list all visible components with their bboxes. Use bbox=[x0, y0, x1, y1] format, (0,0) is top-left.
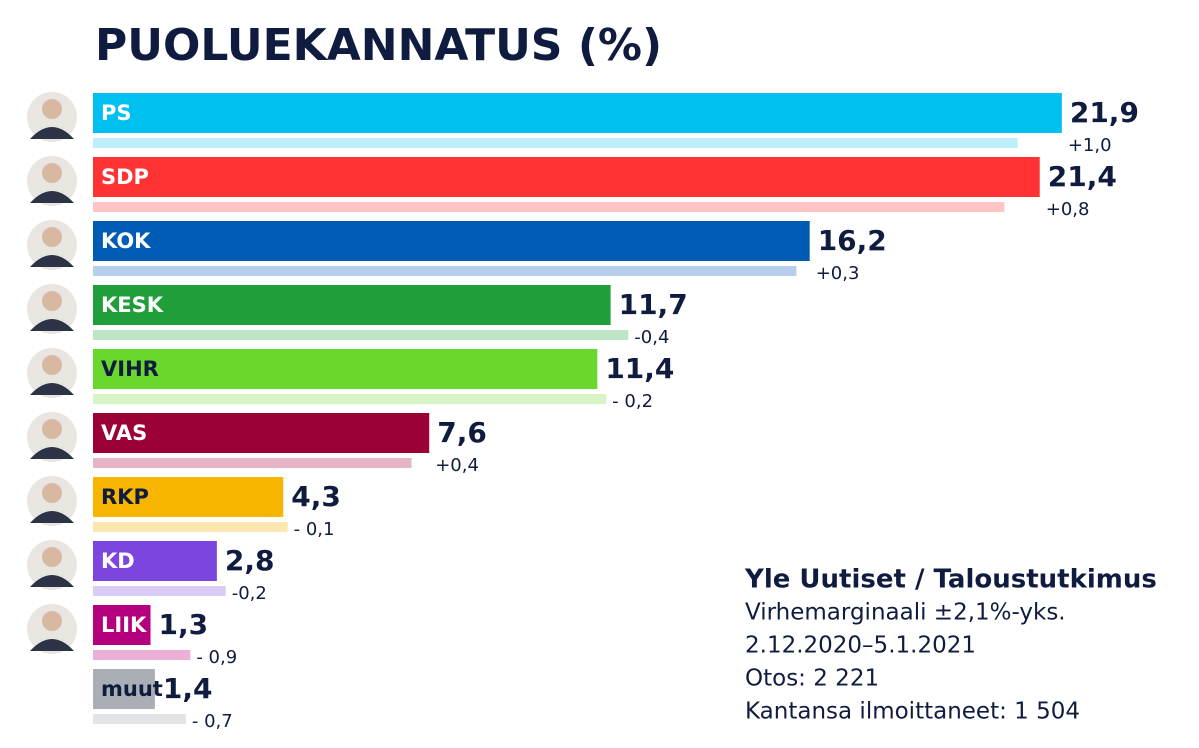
portrait-head bbox=[42, 483, 62, 503]
previous-bar bbox=[93, 458, 412, 468]
category-label: KD bbox=[101, 549, 135, 573]
previous-bar bbox=[93, 202, 1005, 212]
portrait-head bbox=[42, 547, 62, 567]
previous-bar bbox=[93, 394, 607, 404]
change-label: -0,4 bbox=[634, 327, 669, 348]
bar bbox=[93, 349, 598, 389]
portrait-body bbox=[30, 255, 74, 267]
value-label: 16,2 bbox=[818, 224, 887, 257]
category-label: LIIK bbox=[101, 613, 147, 637]
portrait-body bbox=[30, 639, 74, 651]
portrait-head bbox=[42, 355, 62, 375]
portrait-body bbox=[30, 575, 74, 587]
note: Otos: 2 221 bbox=[745, 666, 879, 692]
category-label: VAS bbox=[101, 421, 147, 445]
portrait-body bbox=[30, 447, 74, 459]
value-label: 21,4 bbox=[1048, 160, 1117, 193]
value-label: 1,4 bbox=[163, 672, 213, 705]
previous-bar bbox=[93, 522, 288, 532]
portrait-body bbox=[30, 127, 74, 139]
change-label: - 0,9 bbox=[196, 647, 237, 668]
note: Kantansa ilmoittaneet: 1 504 bbox=[745, 699, 1080, 725]
portrait-head bbox=[42, 163, 62, 183]
category-label: PS bbox=[101, 101, 132, 125]
portrait-head bbox=[42, 611, 62, 631]
change-label: +0,4 bbox=[435, 455, 479, 476]
category-label: VIHR bbox=[101, 357, 159, 381]
previous-bar bbox=[93, 330, 629, 340]
previous-bar bbox=[93, 650, 191, 660]
value-label: 2,8 bbox=[225, 544, 275, 577]
portrait-head bbox=[42, 227, 62, 247]
change-label: - 0,2 bbox=[612, 391, 653, 412]
bar bbox=[93, 413, 430, 453]
portrait-body bbox=[30, 191, 74, 203]
portrait-body bbox=[30, 319, 74, 331]
portrait-body bbox=[30, 511, 74, 523]
note: Virhemarginaali ±2,1%-yks. bbox=[745, 600, 1066, 626]
bar bbox=[93, 157, 1040, 197]
portrait-body bbox=[30, 383, 74, 395]
value-label: 21,9 bbox=[1070, 96, 1139, 129]
change-label: +0,3 bbox=[816, 263, 860, 284]
category-label: KESK bbox=[101, 293, 164, 317]
change-label: - 0,7 bbox=[192, 711, 233, 732]
previous-bar bbox=[93, 266, 797, 276]
value-label: 11,4 bbox=[605, 352, 674, 385]
change-label: - 0,1 bbox=[294, 519, 335, 540]
bar bbox=[93, 541, 217, 581]
portrait-head bbox=[42, 99, 62, 119]
source: Yle Uutiset / Taloustutkimus bbox=[744, 565, 1157, 595]
previous-bar bbox=[93, 714, 186, 724]
bar bbox=[93, 221, 810, 261]
bar bbox=[93, 93, 1062, 133]
previous-bar bbox=[93, 138, 1018, 148]
value-label: 4,3 bbox=[291, 480, 341, 513]
category-label: RKP bbox=[101, 485, 149, 509]
portrait-head bbox=[42, 291, 62, 311]
bar bbox=[93, 477, 284, 517]
category-label: SDP bbox=[101, 165, 149, 189]
value-label: 7,6 bbox=[437, 416, 487, 449]
change-label: +1,0 bbox=[1068, 135, 1112, 156]
bar bbox=[93, 605, 151, 645]
previous-bar bbox=[93, 586, 226, 596]
change-label: -0,2 bbox=[232, 583, 267, 604]
bar bbox=[93, 669, 155, 709]
change-label: +0,8 bbox=[1046, 199, 1090, 220]
note: 2.12.2020–5.1.2021 bbox=[745, 633, 976, 659]
category-label: KOK bbox=[101, 229, 151, 253]
portrait-head bbox=[42, 419, 62, 439]
bar bbox=[93, 285, 611, 325]
category-label: muut bbox=[101, 677, 163, 701]
value-label: 11,7 bbox=[619, 288, 688, 321]
value-label: 1,3 bbox=[159, 608, 209, 641]
chart-title: PUOLUEKANNATUS (%) bbox=[95, 20, 662, 71]
